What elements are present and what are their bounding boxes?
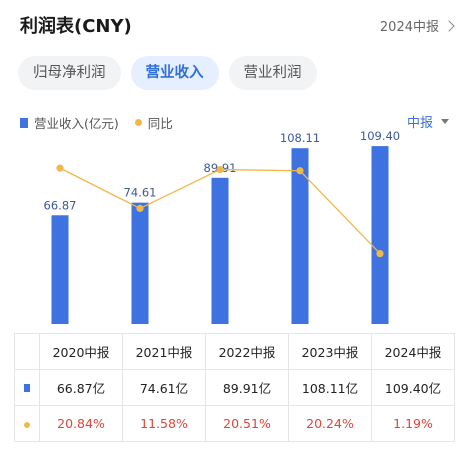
table-cell: 1.19% (371, 405, 455, 442)
bar-marker-icon (24, 384, 30, 392)
table-row-yoy: 20.84% 11.58% 20.51% 20.24% 1.19% (14, 405, 455, 442)
yoy-point (376, 249, 384, 258)
table-cell: 108.11亿 (288, 369, 372, 406)
yoy-row-marker-cell (14, 405, 40, 442)
bar-value-label: 74.61 (124, 186, 157, 200)
revenue-bar (211, 177, 229, 324)
tab-net-profit[interactable]: 归母净利润 (18, 56, 121, 90)
table-header-cell: 2021中报 (122, 333, 206, 370)
yoy-point (216, 165, 224, 174)
report-type-select[interactable]: 中报 (407, 112, 449, 131)
bar-value-label: 66.87 (44, 198, 77, 212)
chart-legend: 营业收入(亿元) 同比 (20, 113, 173, 132)
table-corner-cell (14, 333, 40, 370)
table-header-cell: 2023中报 (288, 333, 372, 370)
period-link[interactable]: 2024中报 (379, 16, 455, 35)
table-cell: 109.40亿 (371, 369, 455, 406)
bar-value-label: 108.11 (280, 131, 320, 145)
bar-legend-swatch (20, 117, 28, 128)
page-title: 利润表(CNY) (20, 16, 132, 37)
bar-value-label: 109.40 (360, 129, 400, 143)
table-header-cell: 2024中报 (371, 333, 455, 370)
tab-revenue[interactable]: 营业收入 (130, 56, 219, 90)
table-cell: 20.24% (288, 405, 372, 442)
tab-operating-profit[interactable]: 营业利润 (228, 56, 317, 90)
metric-tabs: 归母净利润 营业收入 营业利润 (18, 56, 317, 90)
revenue-bar (291, 148, 309, 324)
data-table: 2020中报 2021中报 2022中报 2023中报 2024中报 66.87… (14, 333, 455, 442)
table-cell: 74.61亿 (122, 369, 206, 406)
report-type-value: 中报 (406, 116, 433, 131)
table-row-revenue: 66.87亿 74.61亿 89.91亿 108.11亿 109.40亿 (14, 369, 455, 406)
table-header-cell: 2022中报 (205, 333, 289, 370)
yoy-point (296, 167, 304, 175)
dot-marker-icon (24, 422, 30, 428)
table-cell: 66.87亿 (39, 369, 123, 406)
yoy-point (136, 204, 144, 213)
yoy-point (56, 164, 64, 172)
line-legend-label: 同比 (147, 116, 173, 131)
bar-legend-label: 营业收入(亿元) (34, 116, 119, 131)
dropdown-arrow-icon (441, 119, 449, 124)
table-cell: 20.51% (205, 405, 289, 442)
revenue-bar (131, 202, 149, 324)
table-header-cell: 2020中报 (39, 333, 123, 370)
revenue-bar (51, 215, 69, 324)
table-cell: 89.91亿 (205, 369, 289, 406)
period-link-label: 2024中报 (379, 20, 439, 35)
table-cell: 11.58% (122, 405, 206, 442)
revenue-bar (371, 146, 389, 324)
line-legend-swatch (134, 119, 142, 126)
table-header-row: 2020中报 2021中报 2022中报 2023中报 2024中报 (14, 333, 455, 370)
revenue-row-marker-cell (14, 369, 40, 406)
table-cell: 20.84% (39, 405, 123, 442)
